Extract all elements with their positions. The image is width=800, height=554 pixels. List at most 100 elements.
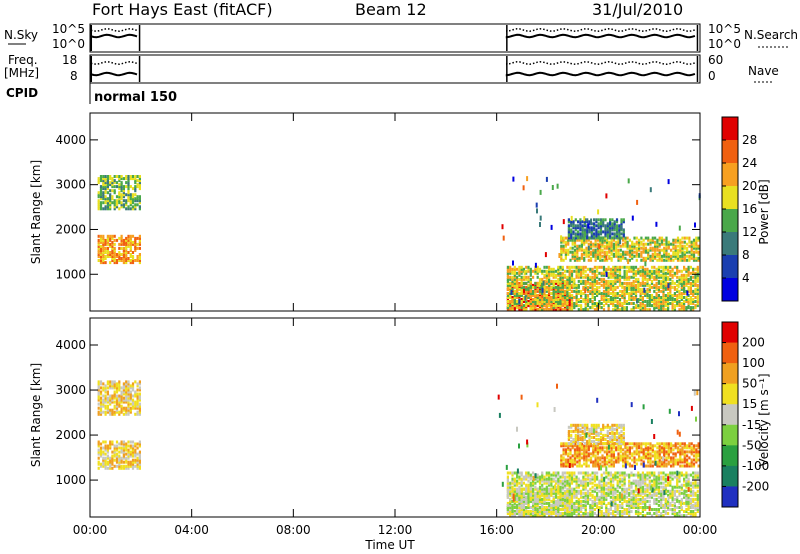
velocity-echo-cell — [541, 477, 544, 481]
power-echo-cell — [559, 298, 562, 301]
power-echo-cell — [689, 302, 692, 305]
power-echo-cell — [570, 279, 574, 283]
power-echo-cell — [609, 296, 612, 299]
velocity-echo-cell — [129, 452, 132, 456]
velocity-echo-cell — [692, 483, 695, 487]
power-echo-cell — [649, 240, 652, 244]
velocity-echo-cell — [673, 510, 676, 513]
velocity-echo-cell — [127, 452, 130, 456]
velocity-echo-cell — [571, 454, 574, 458]
power-echo-cell — [509, 304, 512, 308]
velocity-echo-cell — [109, 462, 112, 466]
power-echo-cell — [97, 244, 100, 248]
power-echo-cell — [667, 265, 670, 269]
power-echo-cell — [518, 269, 521, 273]
power-echo-cell — [552, 283, 555, 287]
velocity-echo-cell — [125, 458, 128, 462]
power-echo-cell — [102, 251, 105, 254]
power-echo-cell — [673, 271, 676, 275]
velocity-echo-cell — [566, 501, 569, 505]
power-echo-cell — [122, 255, 125, 258]
power-echo-cell — [680, 283, 683, 287]
velocity-echo-cell — [564, 477, 567, 481]
velocity-echo-cell — [589, 491, 592, 495]
velocity-echo-cell — [97, 442, 100, 446]
power-echo-cell — [621, 283, 624, 287]
velocity-echo-cell — [582, 495, 585, 499]
power-echo-cell — [593, 218, 596, 222]
power-echo-cell — [562, 250, 565, 254]
power-echo-cell — [671, 304, 674, 308]
velocity-echo-cell — [605, 508, 608, 511]
power-echo-cell — [648, 269, 651, 273]
velocity-echo-cell — [569, 460, 572, 464]
velocity-echo-cell — [616, 503, 619, 507]
velocity-echo-cell — [600, 483, 603, 487]
velocity-echo-cell — [580, 479, 583, 483]
power-echo-cell — [589, 300, 592, 303]
power-echo-cell — [648, 304, 651, 308]
velocity-echo-cell — [532, 487, 535, 491]
velocity-echo-cell — [559, 485, 562, 489]
power-echo-cell — [594, 240, 597, 244]
velocity-echo-cell — [541, 491, 544, 495]
velocity-echo-cell — [696, 508, 699, 511]
velocity-echo-cell — [625, 508, 628, 511]
power-echo-cell — [653, 302, 656, 305]
velocity-echo-cell — [673, 506, 676, 509]
velocity-echo-cell — [118, 462, 121, 466]
power-echo-cell — [543, 269, 546, 273]
velocity-echo-cell — [570, 508, 574, 511]
power-echo-cell — [664, 285, 667, 289]
power-echo-cell — [606, 246, 609, 250]
power-echo-cell — [625, 269, 628, 273]
power-echo-cell — [580, 240, 583, 244]
velocity-echo-cell — [548, 481, 551, 485]
velocity-echo-cell — [632, 501, 635, 505]
power-echo-cell — [581, 228, 584, 232]
power-echo-cell — [696, 287, 699, 291]
power-echo-cell — [662, 271, 665, 275]
power-echo-cell — [613, 224, 616, 228]
power-echo-cell — [520, 294, 523, 297]
power-echo-cell — [138, 255, 141, 258]
velocity-echo-cell — [646, 483, 649, 487]
power-echo-cell — [597, 226, 600, 230]
power-echo-cell — [616, 296, 619, 299]
power-echo-cell — [548, 283, 551, 287]
velocity-echo-cell — [552, 503, 555, 507]
power-echo-cell — [550, 273, 553, 277]
velocity-echo-cell — [138, 398, 141, 402]
velocity-echo-cell — [689, 483, 692, 487]
power-echo-cell — [621, 281, 624, 285]
power-echo-cell — [599, 220, 603, 224]
power-echo-cell — [127, 238, 130, 242]
velocity-echo-cell — [648, 485, 651, 489]
power-echo-cell — [589, 306, 592, 310]
power-echo-cell — [509, 306, 512, 310]
velocity-echo-cell — [136, 456, 139, 460]
velocity-echo-cell — [577, 501, 580, 505]
power-echo-cell — [669, 277, 672, 281]
velocity-echo-cell — [630, 489, 633, 493]
power-echo-cell — [567, 218, 570, 222]
power-echo-cell — [676, 236, 680, 240]
velocity-echo-cell — [518, 495, 521, 499]
power-echo-cell — [127, 242, 130, 246]
velocity-echo-cell — [118, 398, 121, 402]
velocity-echo-cell — [639, 491, 642, 495]
velocity-echo-cell — [534, 514, 537, 518]
power-echo-cell — [619, 248, 622, 252]
power-echo-cell — [644, 250, 647, 254]
power-echo-cell — [120, 253, 123, 256]
power-echo-cell — [644, 292, 647, 295]
power-echo-cell — [590, 234, 593, 238]
velocity-echo-cell — [527, 493, 530, 497]
velocity-echo-cell — [511, 493, 514, 497]
velocity-echo-cell — [623, 475, 626, 479]
velocity-echo-cell — [644, 483, 647, 487]
power-echo-cell — [657, 285, 660, 289]
power-echo-cell — [614, 275, 617, 279]
velocity-echo-cell — [646, 487, 649, 491]
velocity-echo-cell — [570, 489, 574, 493]
